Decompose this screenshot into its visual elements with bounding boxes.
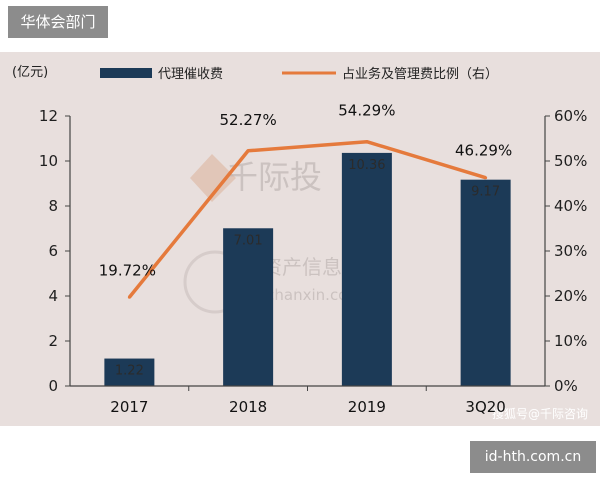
y-left-unit: (亿元) <box>12 65 48 80</box>
x-tick-label-2018: 2018 <box>229 398 267 416</box>
bar-label-2018: 7.01 <box>234 233 263 248</box>
y-right-tick-label: 0% <box>554 377 578 395</box>
y-left-tick-label: 12 <box>39 107 58 125</box>
y-right-tick-label: 50% <box>554 152 587 170</box>
y-right-tick-label: 10% <box>554 332 587 350</box>
bar-3Q20 <box>460 179 511 386</box>
x-tick-label-2017: 2017 <box>110 398 148 416</box>
ratio-label-2018: 52.27% <box>220 111 277 129</box>
y-left-tick-label: 2 <box>48 332 58 350</box>
watermark-site-url: ichanxin.com <box>262 286 362 304</box>
ratio-line <box>128 139 487 299</box>
bar-2019 <box>341 152 392 386</box>
y-right-tick-label: 40% <box>554 197 587 215</box>
y-right-tick-label: 30% <box>554 242 587 260</box>
y-left-tick-label: 0 <box>48 377 58 395</box>
ratio-point-2019 <box>365 140 369 144</box>
ratio-label-2019: 54.29% <box>338 102 395 120</box>
footer-badge: id-hth.com.cn <box>470 441 596 473</box>
ratio-point-2018 <box>246 149 250 153</box>
ratio-point-3Q20 <box>484 176 488 180</box>
bar-2017 <box>104 358 155 386</box>
ratio-point-2017 <box>127 295 131 299</box>
legend-bar-label: 代理催收费 <box>158 67 223 82</box>
bar-label-2019: 10.36 <box>348 158 385 173</box>
legend-line-label: 占业务及管理费比例（右） <box>342 66 498 82</box>
bar-2018 <box>223 228 274 386</box>
ratio-label-2017: 19.72% <box>99 261 156 279</box>
legend-bar-swatch <box>100 68 152 78</box>
y-right-tick-label: 20% <box>554 287 587 305</box>
y-left-tick-label: 10 <box>39 152 58 170</box>
y-left-tick-label: 8 <box>48 197 58 215</box>
chart-panel: 千际投 资产信息网 ichanxin.com 搜狐号@千际咨询 1.22 7.01 10.… <box>0 52 600 426</box>
ratio-label-3Q20: 46.29% <box>455 142 512 160</box>
y-left-tick-label: 4 <box>48 287 58 305</box>
y-left-tick-label: 6 <box>48 242 58 260</box>
header-tag: 华体会部门 <box>8 6 108 38</box>
y-right-tick-label: 60% <box>554 107 587 125</box>
bar-label-3Q20: 9.17 <box>471 185 500 200</box>
watermark-source: 搜狐号@千际咨询 <box>492 406 588 421</box>
x-tick-label-3Q20: 3Q20 <box>465 398 505 416</box>
watermark-brand: 千际投 <box>226 158 322 196</box>
x-tick-label-2019: 2019 <box>348 398 386 416</box>
watermark-logo-icon <box>190 154 236 202</box>
bar-label-2017: 1.22 <box>115 364 144 379</box>
